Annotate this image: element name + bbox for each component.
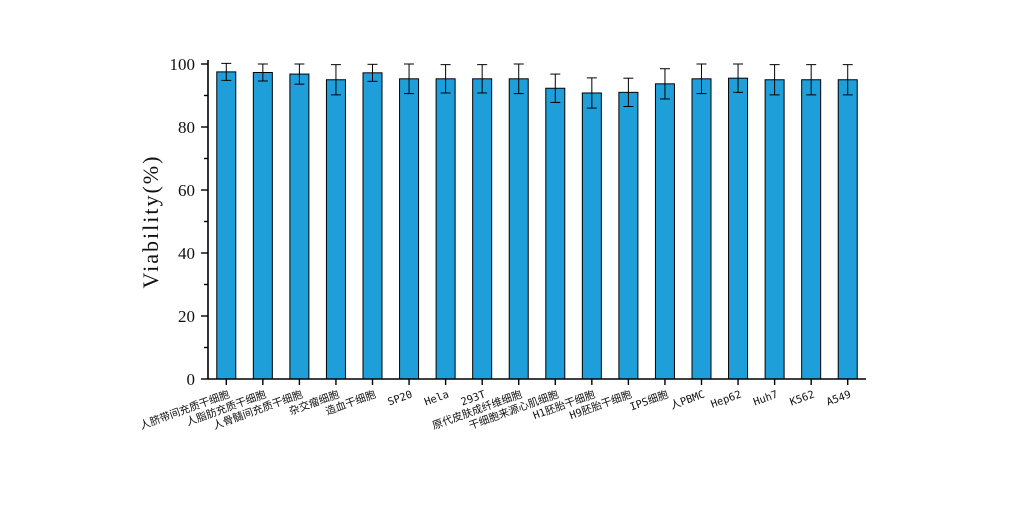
x-tick-label: A549: [825, 389, 853, 409]
bar-12: [618, 91, 639, 380]
x-tick-label: Huh7: [752, 389, 780, 409]
y-tick-label: 20: [178, 307, 195, 326]
bar-8: [472, 78, 493, 380]
x-tick-label: Hela: [423, 389, 451, 409]
x-tick-label: K562: [788, 389, 816, 409]
bar-17: [801, 79, 822, 380]
bar-3: [289, 73, 310, 380]
error-bar-3: [294, 63, 305, 85]
error-bar-15: [733, 63, 744, 93]
x-tick-label: SP20: [386, 389, 414, 409]
error-bar-12: [623, 77, 634, 108]
bar-2: [252, 72, 273, 380]
error-bar-16: [769, 64, 780, 96]
bar-6: [399, 78, 420, 380]
error-bar-6: [404, 63, 415, 95]
bar-16: [764, 79, 785, 380]
error-bars-group: [221, 62, 853, 109]
bar-13: [654, 83, 675, 380]
error-bar-14: [696, 63, 707, 95]
bar-1: [216, 71, 237, 380]
x-tick-label: Hep62: [709, 389, 743, 411]
error-bar-1: [221, 62, 232, 81]
y-tick-label: 100: [170, 55, 196, 74]
bar-11: [581, 92, 602, 380]
bars-group: [216, 71, 858, 380]
y-tick-label: 40: [178, 244, 195, 263]
y-tick-label: 60: [178, 181, 195, 200]
error-bar-5: [367, 63, 378, 82]
error-bar-7: [440, 64, 451, 94]
bar-7: [435, 78, 456, 380]
error-bar-9: [513, 63, 524, 95]
y-tick-label: 80: [178, 118, 195, 137]
error-bar-10: [550, 73, 561, 103]
y-tick-label: 0: [187, 370, 196, 389]
bar-5: [362, 72, 383, 380]
bar-14: [691, 78, 712, 380]
bar-10: [545, 87, 566, 380]
axes-group: [207, 60, 866, 380]
bar-15: [728, 77, 749, 380]
bar-9: [508, 78, 529, 380]
x-tick-label: IPS细胞: [628, 387, 670, 413]
error-bar-11: [586, 77, 597, 109]
bar-18: [837, 79, 858, 380]
x-tick-label: 人PBMC: [669, 389, 707, 413]
y-axis-title: Viability(%): [138, 155, 163, 289]
error-bar-17: [806, 64, 817, 96]
y-ticks-group: 0 20 40 60 80 100: [170, 55, 208, 389]
error-bar-8: [477, 64, 488, 94]
error-bar-18: [842, 64, 853, 96]
error-bar-2: [257, 63, 268, 82]
error-bar-13: [659, 68, 670, 100]
bar-4: [325, 79, 346, 380]
error-bar-4: [330, 64, 341, 96]
